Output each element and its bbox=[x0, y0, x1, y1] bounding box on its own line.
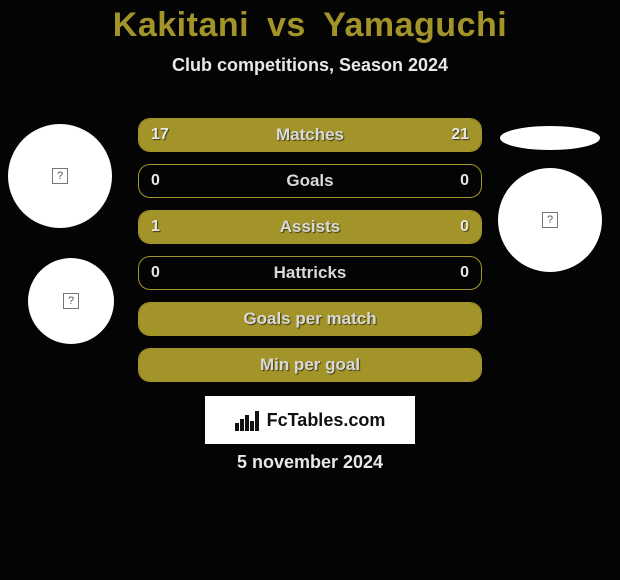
stat-label: Assists bbox=[139, 211, 481, 243]
stat-row: 00Hattricks bbox=[138, 256, 482, 290]
stat-row: 00Goals bbox=[138, 164, 482, 198]
stat-label: Hattricks bbox=[139, 257, 481, 289]
brand-badge: FcTables.com bbox=[205, 396, 415, 444]
stat-label: Goals bbox=[139, 165, 481, 197]
title-player1: Kakitani bbox=[113, 6, 249, 44]
title-player2: Yamaguchi bbox=[323, 6, 507, 44]
stat-row: Min per goal bbox=[138, 348, 482, 382]
title: Kakitani vs Yamaguchi bbox=[0, 0, 620, 45]
stat-label: Goals per match bbox=[139, 303, 481, 335]
stat-row: 10Assists bbox=[138, 210, 482, 244]
date-text: 5 november 2024 bbox=[0, 452, 620, 473]
stat-label: Matches bbox=[139, 119, 481, 151]
subtitle: Club competitions, Season 2024 bbox=[0, 55, 620, 76]
stat-row: 1721Matches bbox=[138, 118, 482, 152]
stats-container: 1721Matches 00Goals 10Assists 00Hattricks Go… bbox=[0, 118, 620, 382]
stat-row: Goals per match bbox=[138, 302, 482, 336]
bars-icon bbox=[235, 409, 261, 431]
brand-text: FcTables.com bbox=[267, 410, 386, 431]
stat-label: Min per goal bbox=[139, 349, 481, 381]
title-vs: vs bbox=[267, 6, 306, 44]
